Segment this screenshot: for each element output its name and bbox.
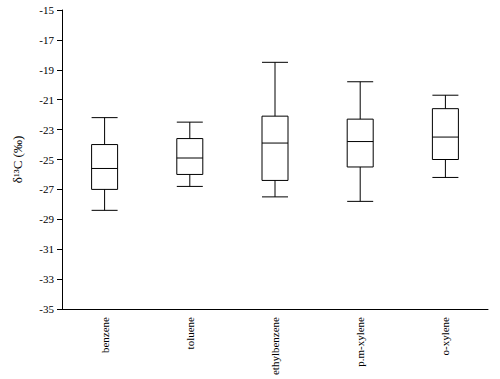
svg-text:-21: -21	[39, 94, 54, 106]
svg-text:benzene: benzene	[99, 317, 111, 353]
svg-text:p.m-xylene: p.m-xylene	[354, 317, 366, 367]
svg-text:-19: -19	[39, 64, 54, 76]
svg-text:ethylbenzene: ethylbenzene	[269, 317, 281, 375]
svg-text:-29: -29	[39, 213, 54, 225]
svg-text:-31: -31	[39, 243, 54, 255]
svg-text:o-xylene: o-xylene	[439, 317, 451, 356]
svg-text:toluene: toluene	[184, 317, 196, 349]
svg-text:-25: -25	[39, 154, 54, 166]
svg-text:-17: -17	[39, 34, 54, 46]
svg-text:-23: -23	[39, 124, 54, 136]
svg-text:δ¹³C (‰): δ¹³C (‰)	[10, 136, 25, 184]
svg-text:-27: -27	[39, 183, 54, 195]
svg-text:-15: -15	[39, 4, 54, 16]
svg-text:-33: -33	[39, 273, 54, 285]
svg-text:-35: -35	[39, 303, 54, 315]
